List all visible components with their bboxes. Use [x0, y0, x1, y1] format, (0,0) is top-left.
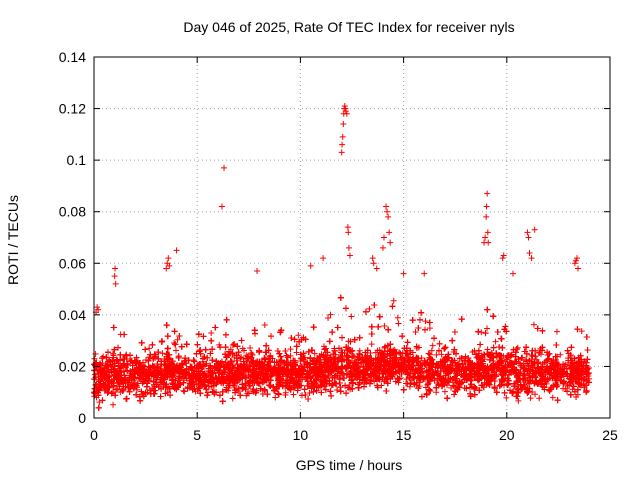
- data-point: [438, 351, 445, 358]
- data-point: [159, 350, 166, 357]
- data-point: [578, 328, 585, 335]
- data-point: [514, 344, 521, 351]
- data-point: [171, 339, 178, 346]
- data-point: [381, 323, 388, 330]
- data-point: [366, 305, 373, 312]
- data-point: [469, 349, 476, 356]
- data-point: [327, 311, 334, 318]
- data-point: [181, 388, 188, 395]
- data-point: [247, 344, 254, 351]
- data-point: [428, 347, 435, 354]
- data-point: [261, 322, 268, 329]
- data-points: [91, 102, 593, 411]
- data-point: [146, 345, 153, 352]
- data-point: [429, 342, 436, 349]
- data-point: [394, 314, 401, 321]
- data-point: [532, 391, 539, 398]
- data-point: [530, 321, 537, 328]
- data-point: [346, 381, 353, 388]
- data-point: [208, 329, 215, 336]
- data-point: [390, 297, 397, 304]
- data-point: [91, 371, 98, 378]
- data-point: [272, 394, 279, 401]
- data-point: [110, 401, 117, 408]
- data-point: [560, 385, 567, 392]
- data-point: [441, 388, 448, 395]
- data-point: [290, 391, 297, 398]
- data-point: [92, 351, 99, 358]
- data-point: [412, 329, 419, 336]
- data-point: [478, 329, 485, 336]
- data-point: [527, 395, 534, 402]
- data-point: [348, 313, 355, 320]
- data-point: [180, 387, 187, 394]
- data-point: [252, 359, 259, 366]
- data-point: [515, 397, 522, 404]
- data-point: [110, 383, 117, 390]
- data-point: [262, 387, 269, 394]
- data-point: [96, 399, 103, 406]
- data-point: [422, 318, 429, 325]
- data-point: [549, 394, 556, 401]
- data-point: [557, 351, 564, 358]
- data-point: [174, 336, 181, 343]
- data-point: [489, 358, 496, 365]
- data-point: [311, 350, 318, 357]
- data-point: [433, 351, 440, 358]
- data-point: [229, 395, 236, 402]
- data-point: [325, 315, 332, 322]
- data-point: [536, 395, 543, 402]
- data-point: [295, 332, 302, 339]
- data-point: [553, 328, 560, 335]
- data-point: [426, 325, 433, 332]
- data-point: [503, 394, 510, 401]
- data-point: [368, 341, 375, 348]
- data-point: [492, 338, 499, 345]
- data-point: [565, 355, 572, 362]
- data-point: [484, 346, 491, 353]
- data-point: [287, 346, 294, 353]
